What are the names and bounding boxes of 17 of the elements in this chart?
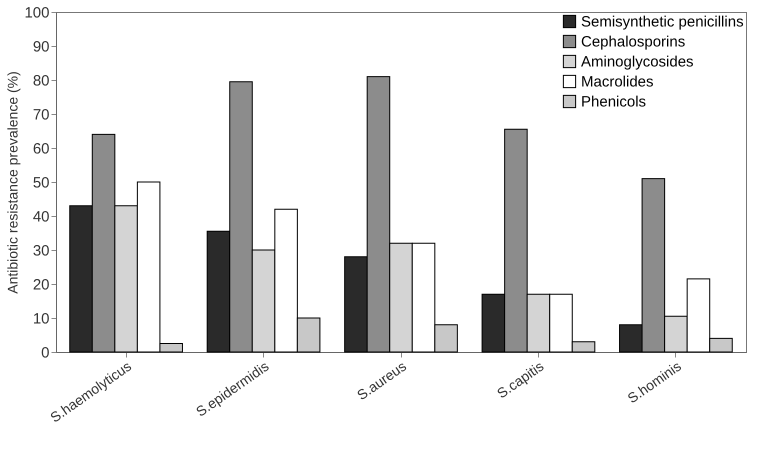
legend-label: Cephalosporins	[581, 34, 686, 50]
y-tick-label: 90	[32, 38, 50, 56]
y-tick-label: 40	[32, 208, 50, 226]
y-tick-label: 0	[41, 344, 50, 362]
y-tick-label: 20	[32, 276, 50, 294]
y-tick-label: 80	[32, 72, 50, 90]
y-tick-label: 30	[32, 242, 50, 260]
y-axis-title: Antibiotic resistance prevalence (%)	[4, 71, 20, 294]
y-tick-label: 70	[32, 106, 50, 124]
y-tick-label: 60	[32, 140, 50, 158]
y-tick-label: 50	[32, 174, 50, 192]
legend-label: Macrolides	[581, 74, 654, 90]
legend-label: Aminoglycosides	[581, 54, 694, 70]
y-tick-label: 10	[32, 310, 50, 328]
legend-label: Phenicols	[581, 94, 646, 110]
y-tick-label: 100	[24, 4, 50, 22]
legend-label: Semisynthetic penicillins	[581, 14, 744, 30]
